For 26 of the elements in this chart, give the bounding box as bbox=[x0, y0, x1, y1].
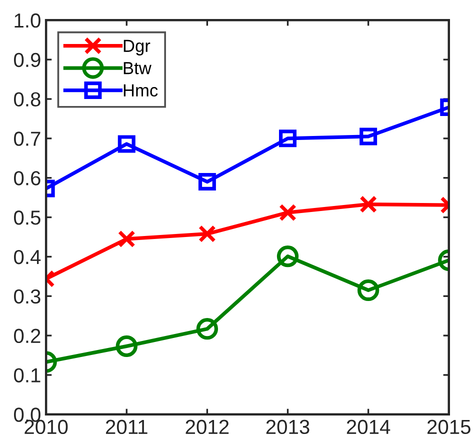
y-tick-label: 0.2 bbox=[14, 328, 40, 344]
y-tick-label: 0.5 bbox=[14, 210, 40, 225]
point bbox=[279, 130, 297, 148]
y-tick-label: 0.0 bbox=[14, 408, 40, 422]
x-tick-label: 2012 bbox=[186, 420, 229, 434]
x-tick-label: 2011 bbox=[106, 420, 148, 434]
legend-label: Hmc bbox=[124, 84, 158, 97]
y-tick-label: 0.8 bbox=[14, 92, 40, 107]
point bbox=[196, 318, 218, 340]
x-tick-label: 2010 bbox=[24, 420, 68, 434]
point bbox=[276, 245, 299, 268]
y-tick-label: 0.6 bbox=[14, 171, 40, 186]
point bbox=[279, 204, 297, 222]
y-tick-label: 0.9 bbox=[14, 52, 40, 68]
y-tick-label: 0.3 bbox=[14, 289, 40, 304]
y-tick-label: 0.4 bbox=[14, 250, 41, 264]
point bbox=[198, 225, 216, 243]
point bbox=[198, 173, 216, 191]
x-tick-label: 2013 bbox=[266, 420, 310, 434]
x-tick-label: 2014 bbox=[346, 420, 390, 434]
y-tick-label: 1.0 bbox=[14, 13, 40, 28]
y-tick-label: 0.1 bbox=[14, 368, 40, 382]
legend-label: Dgr bbox=[124, 40, 150, 56]
legend-label: Btw bbox=[124, 62, 152, 74]
x-tick-label: 2015 bbox=[427, 420, 470, 434]
y-tick-label: 0.7 bbox=[14, 132, 40, 146]
